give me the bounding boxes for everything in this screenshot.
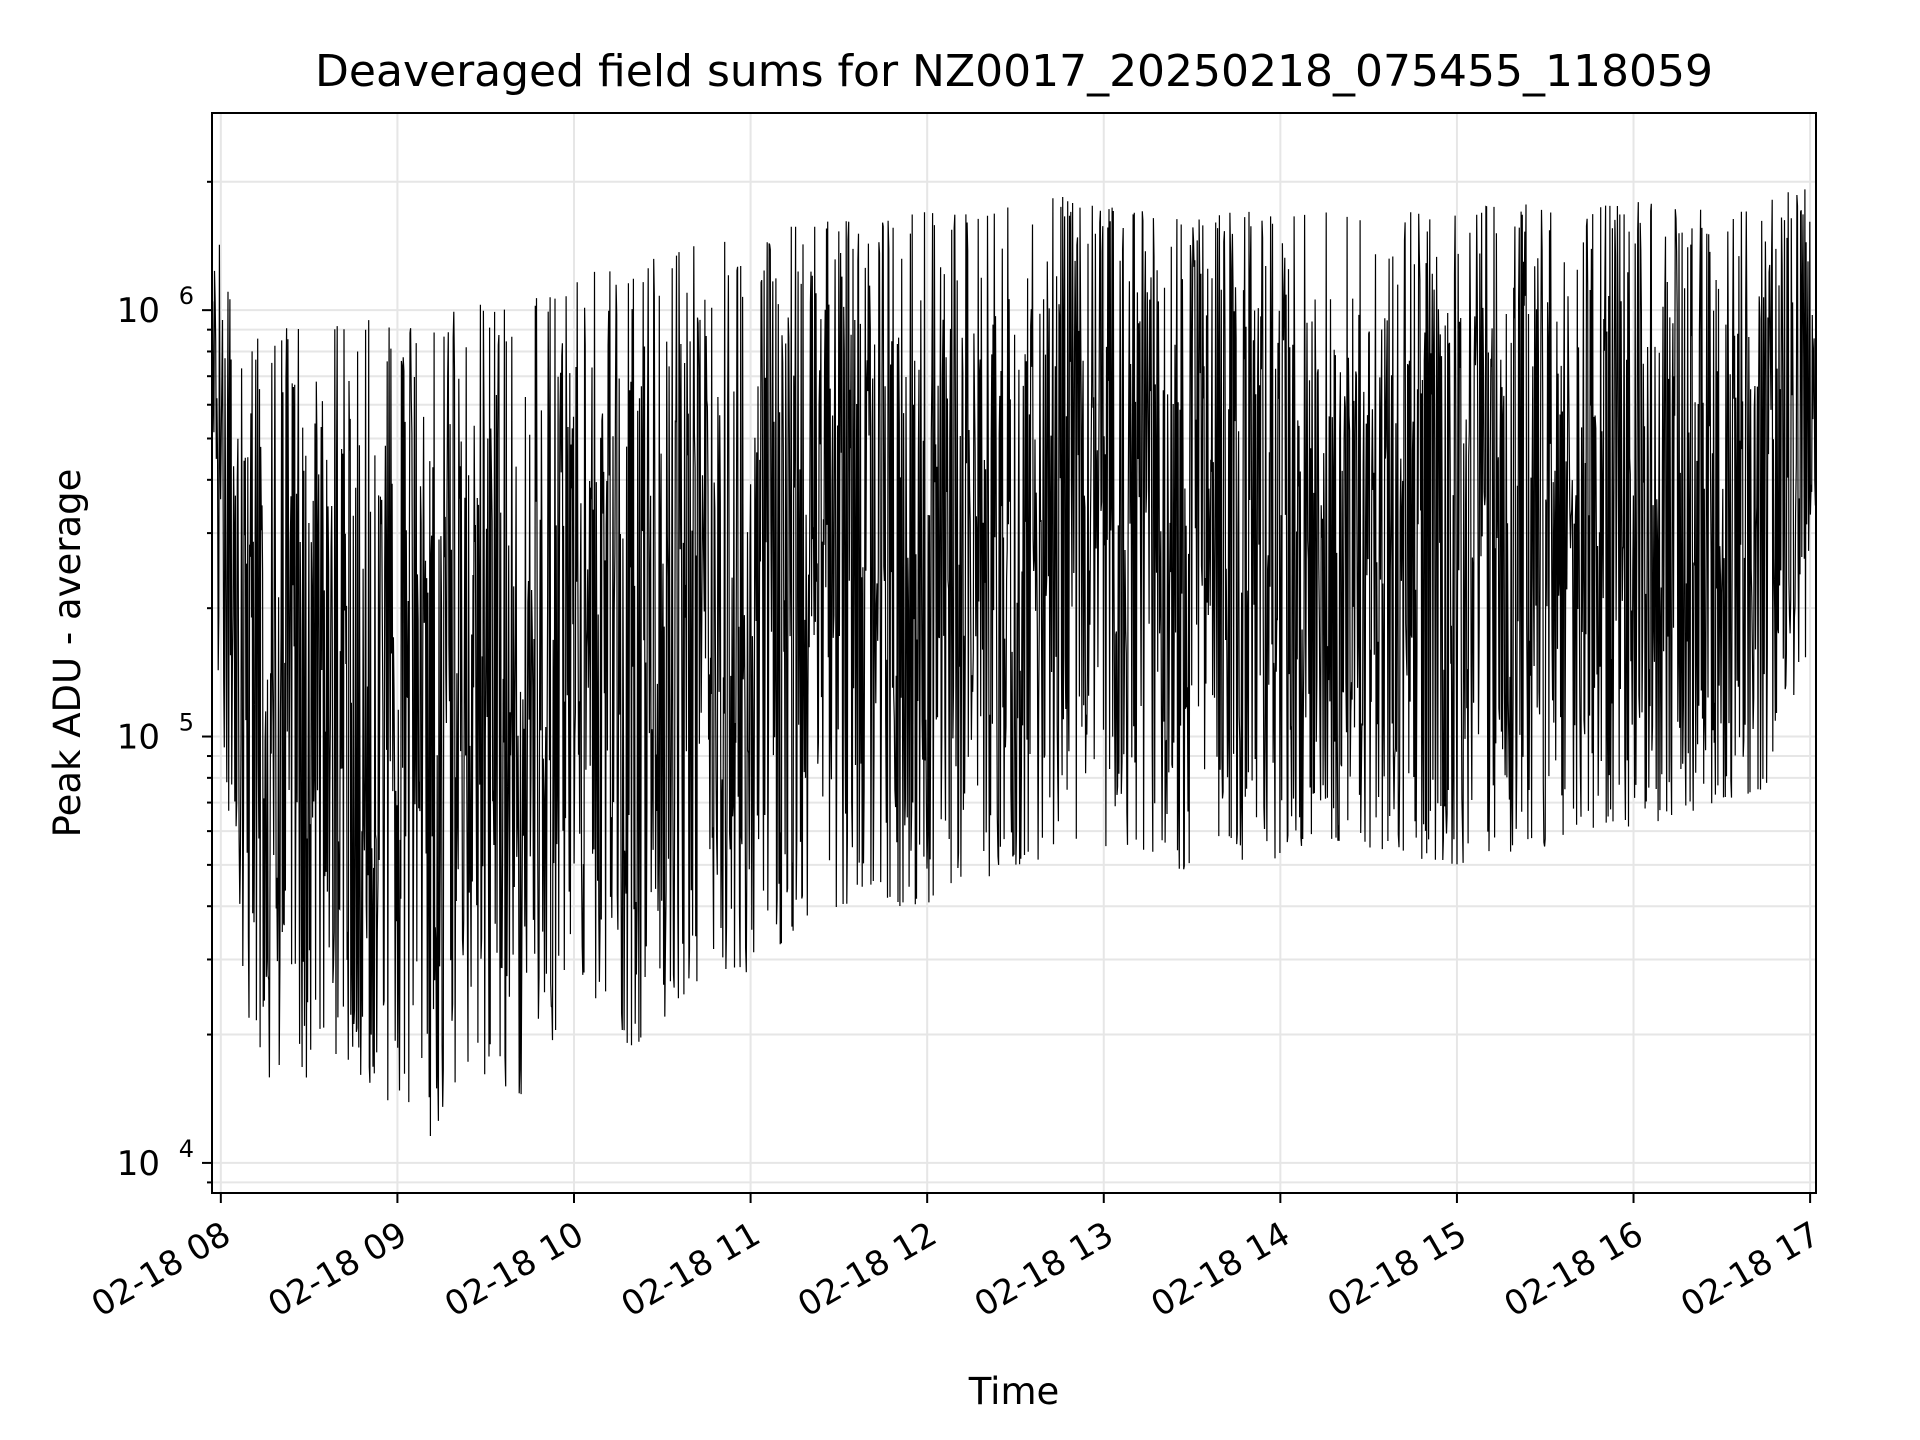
y-tick-label: 10 6 (117, 282, 194, 331)
chart-title: Deaveraged field sums for NZ0017_2025021… (315, 46, 1713, 97)
y-tick-base: 10 (117, 718, 160, 758)
y-tick-exponent: 4 (179, 1135, 194, 1163)
y-tick-base: 10 (117, 1144, 160, 1184)
y-tick-exponent: 6 (179, 282, 194, 310)
y-axis-label: Peak ADU - average (46, 469, 89, 838)
x-axis-label: Time (968, 1370, 1060, 1413)
y-tick-label: 10 4 (117, 1135, 194, 1184)
y-tick-label: 10 5 (117, 709, 194, 758)
y-tick-exponent: 5 (179, 709, 194, 737)
plot-frame (211, 112, 1817, 1194)
data-series (211, 189, 1817, 1137)
series-line (211, 189, 1817, 1137)
y-tick-base: 10 (117, 291, 160, 331)
